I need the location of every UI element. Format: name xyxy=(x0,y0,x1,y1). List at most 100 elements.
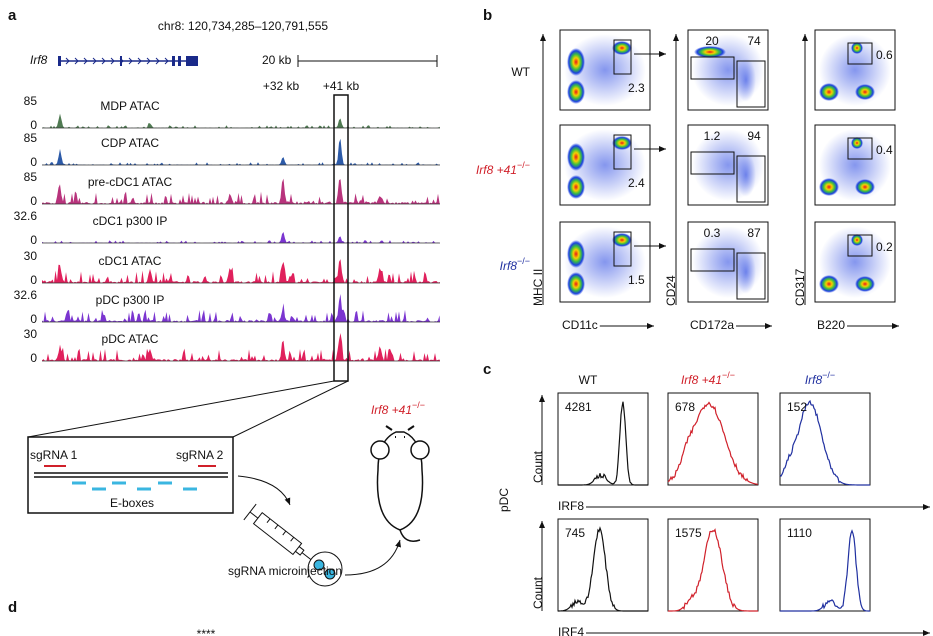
gate-value: 1.5 xyxy=(628,273,645,287)
arrow xyxy=(344,539,401,576)
density xyxy=(819,178,839,196)
gate-value: 0.4 xyxy=(876,143,893,157)
track-name: pre-cDC1 ATAC xyxy=(88,175,173,189)
gate-value: 0.2 xyxy=(876,240,893,254)
mfi-value: 745 xyxy=(565,526,585,540)
genotype-name: WT xyxy=(511,65,530,79)
injection-label: sgRNA microinjection xyxy=(228,564,342,578)
genotype-sup: −/− xyxy=(517,160,530,170)
density xyxy=(855,84,875,100)
sgrna-label: sgRNA 2 xyxy=(176,448,224,462)
density xyxy=(567,272,585,296)
density xyxy=(855,179,875,195)
gate xyxy=(690,56,735,80)
histogram xyxy=(780,529,871,612)
density xyxy=(819,83,839,101)
track-max: 32.6 xyxy=(14,209,38,223)
genotype-name: WT xyxy=(579,373,598,387)
panel-label: b xyxy=(483,7,492,24)
mfi-value: 4281 xyxy=(565,400,592,414)
intron-arrow xyxy=(137,57,142,65)
track-min: 0 xyxy=(30,194,37,208)
track-min: 0 xyxy=(30,351,37,365)
genotype: Irf8−/− xyxy=(500,256,530,273)
histogram xyxy=(558,401,648,486)
peak-label: +41 kb xyxy=(323,79,360,93)
intron-arrow xyxy=(65,57,70,65)
track-max: 30 xyxy=(24,327,38,341)
gate xyxy=(690,248,735,272)
gate-value: 0.3 xyxy=(704,226,721,240)
track-name: CDP ATAC xyxy=(101,136,159,150)
gate xyxy=(736,60,766,108)
significance: **** xyxy=(197,627,216,636)
sgrna-label: sgRNA 1 xyxy=(30,448,78,462)
syringe-body xyxy=(252,511,303,556)
gate-value: 20 xyxy=(705,34,719,48)
intron-arrow xyxy=(128,57,133,65)
mfi-value: 678 xyxy=(675,400,695,414)
genotype-sup: −/− xyxy=(822,370,835,380)
track-max: 85 xyxy=(24,94,38,108)
gene-name: Irf8 xyxy=(30,53,48,67)
genotype: WT xyxy=(579,373,598,387)
track-name: pDC ATAC xyxy=(102,332,159,346)
exon xyxy=(58,56,61,66)
gate-value: 2.4 xyxy=(628,176,645,190)
gate-value: 74 xyxy=(747,34,761,48)
genotype: Irf8 +41−/− xyxy=(371,400,425,417)
genotype-name: Irf8 xyxy=(805,373,823,387)
genotype-sup: −/− xyxy=(517,256,530,266)
histogram xyxy=(779,399,870,486)
gate xyxy=(613,231,632,267)
gate xyxy=(613,134,632,170)
mfi-value: 1110 xyxy=(787,526,812,540)
intron-arrow xyxy=(164,57,169,65)
density xyxy=(736,58,756,102)
intron-arrow xyxy=(74,57,79,65)
density xyxy=(567,143,585,171)
zoom-lines xyxy=(27,380,349,438)
track-min: 0 xyxy=(30,312,37,326)
density xyxy=(736,250,756,294)
scale-bar xyxy=(297,55,438,67)
track-name: MDP ATAC xyxy=(100,99,160,113)
highlight-box xyxy=(333,94,349,382)
gate-value: 2.3 xyxy=(628,81,645,95)
intron-arrow xyxy=(110,57,115,65)
exon xyxy=(178,56,181,66)
population-label: pDC xyxy=(497,488,511,512)
mouse-ear xyxy=(410,440,430,460)
signal-track xyxy=(42,138,440,165)
density xyxy=(567,80,585,104)
mouse-face xyxy=(385,425,415,438)
coordinates: chr8: 120,734,285–120,791,555 xyxy=(158,19,328,33)
e-box-label: E-boxes xyxy=(110,496,154,510)
track-name: cDC1 ATAC xyxy=(99,254,162,268)
track-name: cDC1 p300 IP xyxy=(93,214,168,228)
gate xyxy=(847,234,873,257)
histogram-plot xyxy=(557,518,649,612)
histogram-plot xyxy=(557,392,649,486)
track-max: 30 xyxy=(24,249,38,263)
mfi-value: 152 xyxy=(787,400,807,414)
histogram xyxy=(557,526,648,612)
density xyxy=(819,275,839,293)
signal-track xyxy=(42,294,440,322)
syringe xyxy=(243,503,312,561)
track-max: 85 xyxy=(24,131,38,145)
gate xyxy=(736,252,766,300)
track-name: pDC p300 IP xyxy=(96,293,165,307)
density xyxy=(736,153,756,197)
histogram-plot xyxy=(779,518,871,612)
gate xyxy=(736,155,766,203)
genotype: WT xyxy=(511,65,530,79)
genotype: Irf8 +41−/− xyxy=(681,370,735,387)
histogram-plot xyxy=(667,392,759,486)
panel-label: a xyxy=(8,7,17,24)
mouse-ear xyxy=(370,440,390,460)
y-axis-label: Count xyxy=(531,450,545,483)
x-axis-label: CD172a xyxy=(690,318,734,332)
density xyxy=(567,240,585,268)
